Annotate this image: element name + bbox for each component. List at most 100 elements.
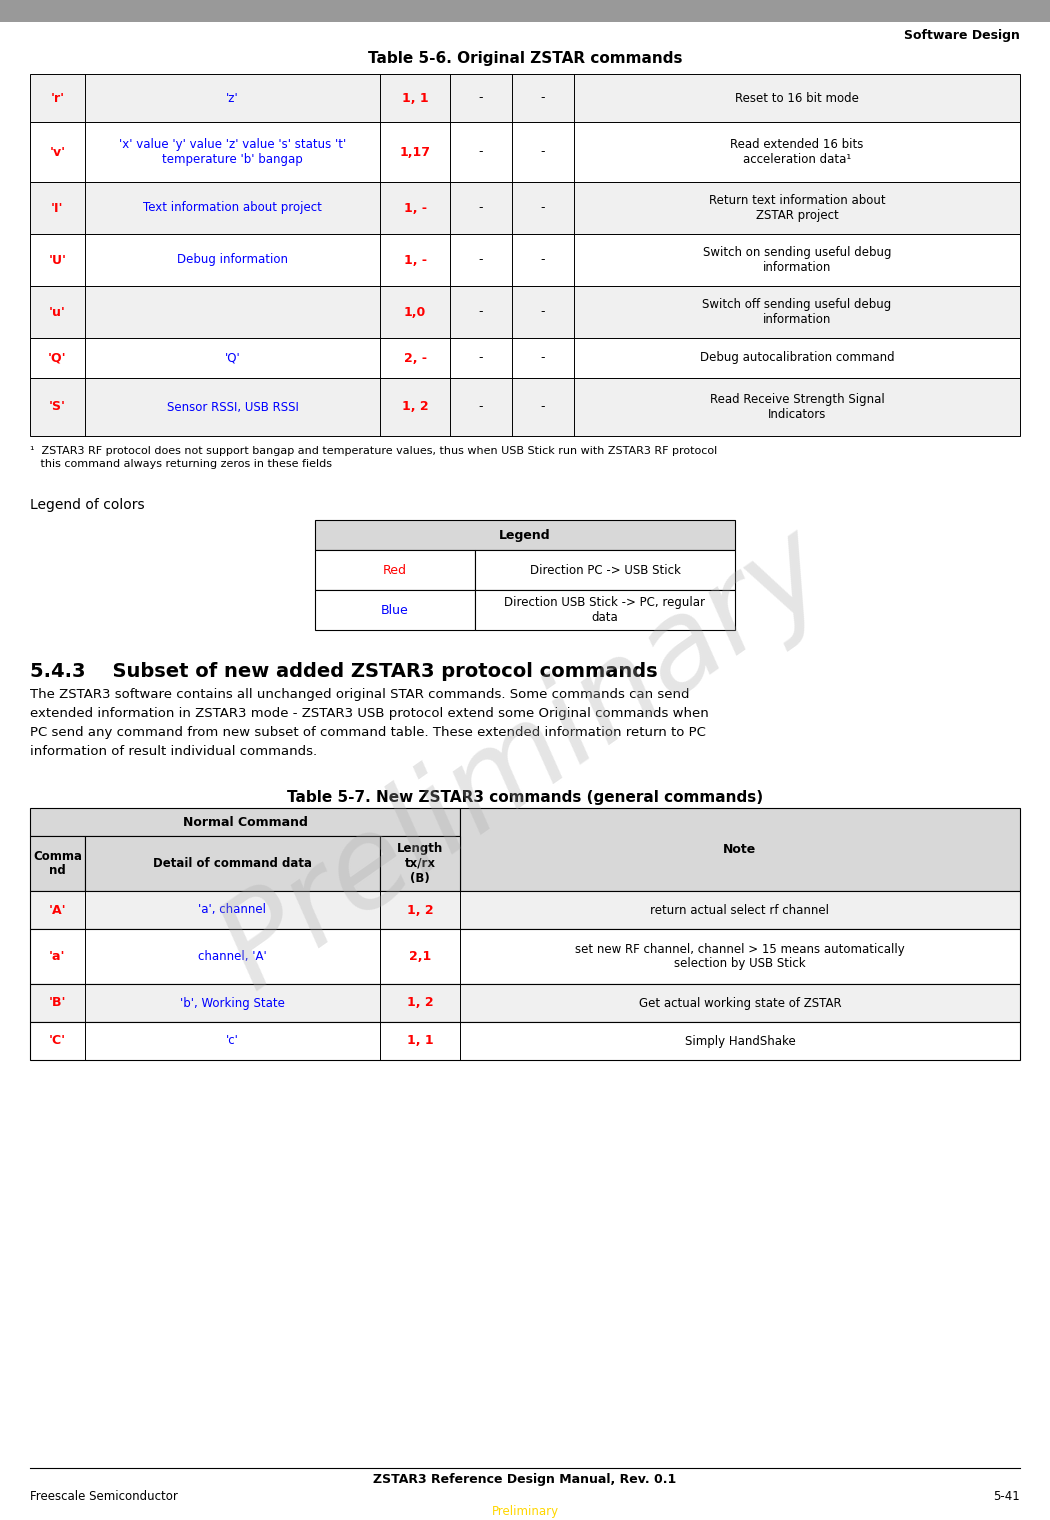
Text: Software Design: Software Design: [904, 29, 1020, 43]
Text: 'v': 'v': [49, 146, 65, 158]
Text: -: -: [479, 146, 483, 158]
Text: PC send any command from new subset of command table. These extended information: PC send any command from new subset of c…: [30, 727, 706, 739]
Text: -: -: [479, 254, 483, 266]
Text: 1,17: 1,17: [399, 146, 430, 158]
Text: 'Q': 'Q': [48, 351, 67, 365]
Bar: [380, 836, 460, 891]
Text: Freescale Semiconductor: Freescale Semiconductor: [30, 1490, 177, 1502]
Text: -: -: [541, 306, 545, 319]
Bar: [30, 891, 1020, 929]
Bar: [475, 550, 735, 590]
Text: Return text information about
ZSTAR project: Return text information about ZSTAR proj…: [709, 195, 885, 222]
Text: Detail of command data: Detail of command data: [153, 857, 312, 869]
Bar: [30, 74, 1020, 122]
Text: Preliminary: Preliminary: [200, 506, 851, 1014]
Text: 5-41: 5-41: [993, 1490, 1020, 1502]
Bar: [0, 0, 1050, 21]
Bar: [30, 378, 1020, 436]
Text: Table 5-7. New ZSTAR3 commands (general commands): Table 5-7. New ZSTAR3 commands (general …: [287, 790, 763, 806]
Text: 'S': 'S': [49, 400, 66, 413]
Text: -: -: [479, 91, 483, 105]
Text: 5.4.3    Subset of new added ZSTAR3 protocol commands: 5.4.3 Subset of new added ZSTAR3 protoco…: [30, 663, 657, 681]
Bar: [30, 122, 1020, 182]
Text: 'u': 'u': [49, 306, 66, 319]
Text: Table 5-6. Original ZSTAR commands: Table 5-6. Original ZSTAR commands: [368, 50, 682, 65]
Text: 1, 2: 1, 2: [406, 997, 434, 1009]
Text: 'Q': 'Q': [225, 351, 240, 365]
Text: 2, -: 2, -: [403, 351, 426, 365]
Text: 1, 1: 1, 1: [406, 1035, 434, 1047]
Bar: [30, 809, 460, 836]
Text: -: -: [541, 146, 545, 158]
Bar: [315, 590, 475, 629]
Text: 'C': 'C': [49, 1035, 66, 1047]
Text: 1,0: 1,0: [404, 306, 426, 319]
Bar: [30, 929, 1020, 983]
Text: Legend of colors: Legend of colors: [30, 499, 145, 512]
Text: Read extended 16 bits
acceleration data¹: Read extended 16 bits acceleration data¹: [731, 138, 864, 166]
Text: 1, 2: 1, 2: [402, 400, 428, 413]
Text: Blue: Blue: [381, 603, 408, 617]
Text: 1, 2: 1, 2: [406, 903, 434, 917]
Text: Normal Command: Normal Command: [183, 816, 308, 828]
Text: extended information in ZSTAR3 mode - ZSTAR3 USB protocol extend some Original c: extended information in ZSTAR3 mode - ZS…: [30, 707, 709, 720]
Text: Simply HandShake: Simply HandShake: [685, 1035, 796, 1047]
Bar: [30, 1021, 1020, 1059]
Bar: [30, 983, 1020, 1021]
Text: ZSTAR3 Reference Design Manual, Rev. 0.1: ZSTAR3 Reference Design Manual, Rev. 0.1: [374, 1473, 676, 1487]
Text: Get actual working state of ZSTAR: Get actual working state of ZSTAR: [638, 997, 841, 1009]
Text: 1, -: 1, -: [403, 202, 426, 214]
Text: -: -: [479, 351, 483, 365]
Text: -: -: [479, 306, 483, 319]
Text: 'I': 'I': [51, 202, 64, 214]
Text: 'a', channel: 'a', channel: [198, 903, 267, 917]
Text: The ZSTAR3 software contains all unchanged original STAR commands. Some commands: The ZSTAR3 software contains all unchang…: [30, 689, 690, 701]
Bar: [30, 337, 1020, 378]
Text: Legend: Legend: [499, 529, 551, 541]
Bar: [30, 286, 1020, 337]
Text: Direction USB Stick -> PC, regular
data: Direction USB Stick -> PC, regular data: [504, 596, 706, 625]
Text: 'x' value 'y' value 'z' value 's' status 't'
temperature 'b' bangap: 'x' value 'y' value 'z' value 's' status…: [119, 138, 346, 166]
Text: Switch on sending useful debug
information: Switch on sending useful debug informati…: [702, 246, 891, 274]
Text: ¹  ZSTAR3 RF protocol does not support bangap and temperature values, thus when : ¹ ZSTAR3 RF protocol does not support ba…: [30, 445, 717, 470]
Text: Red: Red: [383, 564, 407, 576]
Text: Debug information: Debug information: [177, 254, 288, 266]
Text: 'B': 'B': [48, 997, 66, 1009]
Bar: [315, 550, 475, 590]
Text: 'c': 'c': [226, 1035, 239, 1047]
Text: Read Receive Strength Signal
Indicators: Read Receive Strength Signal Indicators: [710, 394, 884, 421]
Text: 'b', Working State: 'b', Working State: [180, 997, 285, 1009]
Bar: [30, 234, 1020, 286]
Text: Switch off sending useful debug
information: Switch off sending useful debug informat…: [702, 298, 891, 325]
Text: 'U': 'U': [48, 254, 66, 266]
Text: return actual select rf channel: return actual select rf channel: [651, 903, 830, 917]
Text: Sensor RSSI, USB RSSI: Sensor RSSI, USB RSSI: [167, 400, 298, 413]
Text: Preliminary: Preliminary: [491, 1505, 559, 1518]
Text: -: -: [541, 91, 545, 105]
Text: Direction PC -> USB Stick: Direction PC -> USB Stick: [529, 564, 680, 576]
Bar: [30, 836, 85, 891]
Text: Comma
nd: Comma nd: [33, 850, 82, 877]
Bar: [30, 182, 1020, 234]
Text: -: -: [541, 202, 545, 214]
Text: Debug autocalibration command: Debug autocalibration command: [699, 351, 895, 365]
Bar: [85, 836, 380, 891]
Text: Length
tx/rx
(B): Length tx/rx (B): [397, 842, 443, 885]
Text: -: -: [479, 202, 483, 214]
Text: set new RF channel, channel > 15 means automatically
selection by USB Stick: set new RF channel, channel > 15 means a…: [575, 942, 905, 970]
Text: -: -: [541, 254, 545, 266]
Bar: [460, 809, 1020, 891]
Text: -: -: [479, 400, 483, 413]
Bar: [475, 590, 735, 629]
Text: Text information about project: Text information about project: [143, 202, 322, 214]
Text: -: -: [541, 351, 545, 365]
Text: 'r': 'r': [50, 91, 64, 105]
Text: 'a': 'a': [49, 950, 66, 964]
Text: 1, 1: 1, 1: [402, 91, 428, 105]
Bar: [315, 520, 735, 550]
Text: channel, 'A': channel, 'A': [198, 950, 267, 964]
Text: information of result individual commands.: information of result individual command…: [30, 745, 317, 758]
Text: 1, -: 1, -: [403, 254, 426, 266]
Text: 'z': 'z': [226, 91, 239, 105]
Text: Reset to 16 bit mode: Reset to 16 bit mode: [735, 91, 859, 105]
